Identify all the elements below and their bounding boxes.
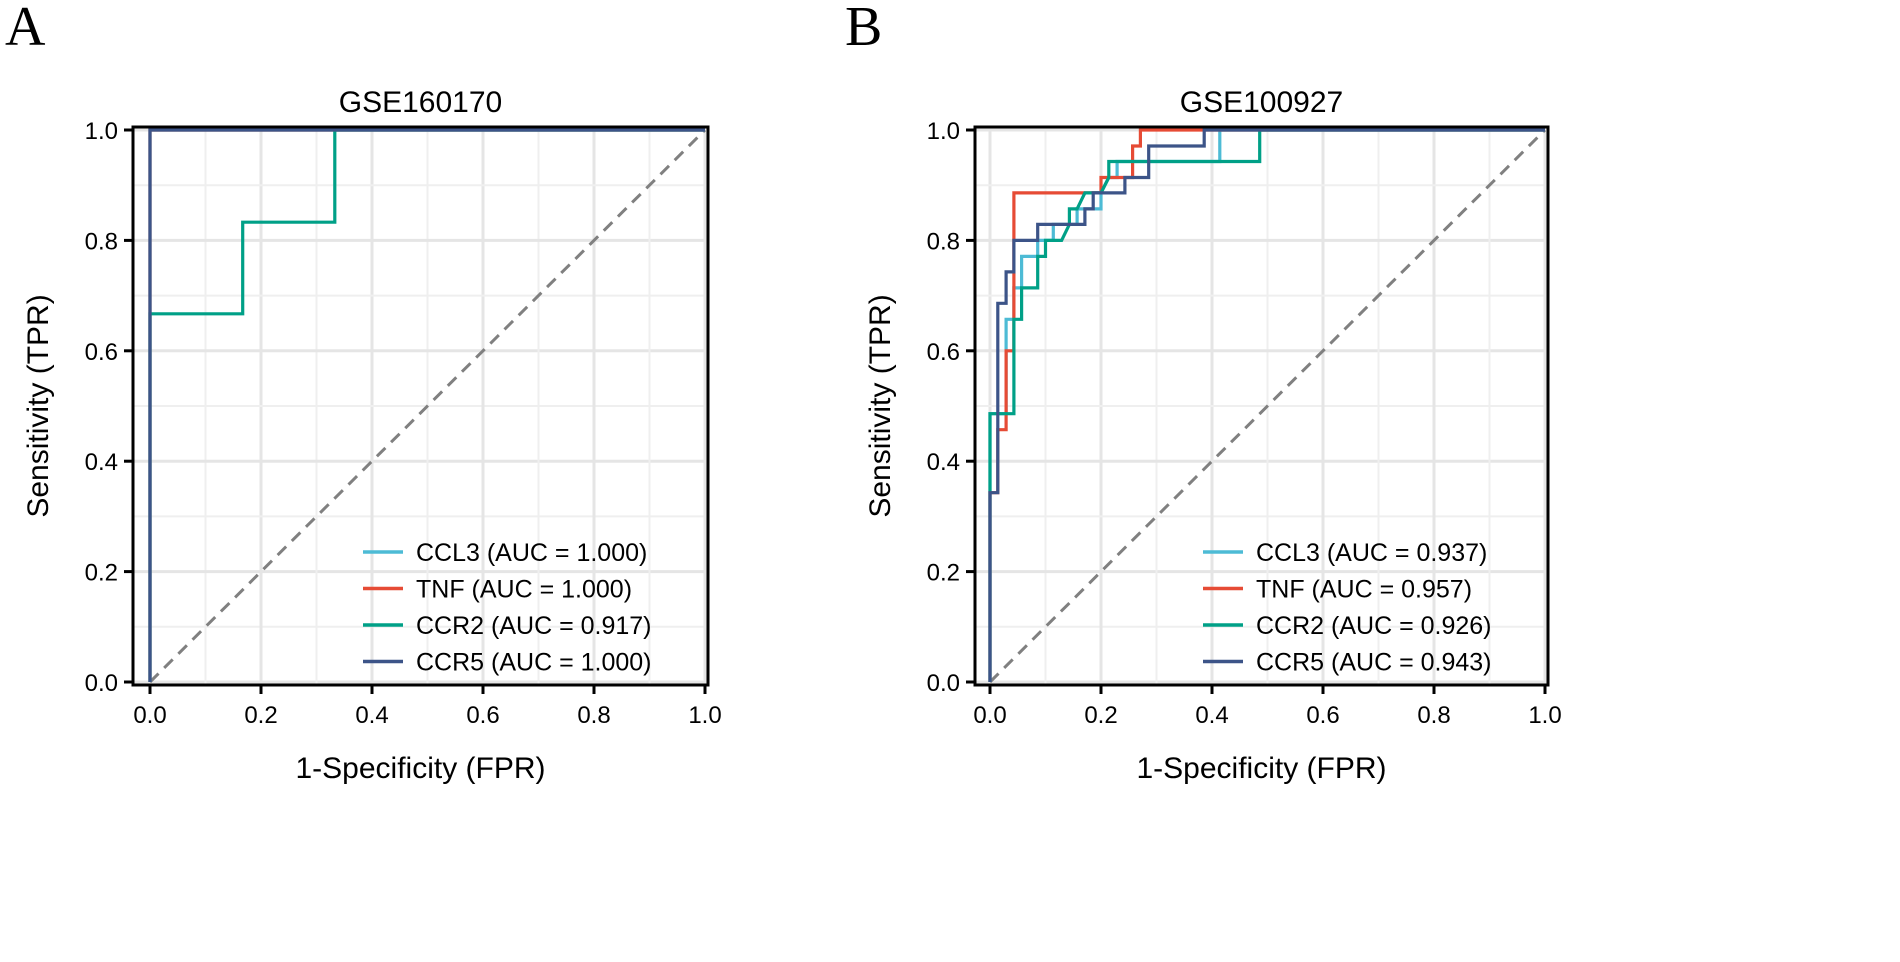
x-tick-label: 0.4 <box>355 702 388 729</box>
x-tick-label: 1.0 <box>688 702 721 729</box>
y-tick-label: 0.8 <box>927 228 960 255</box>
roc-curve-ccr5 <box>988 128 1545 682</box>
x-tick-label: 0.0 <box>973 702 1006 729</box>
panel-letter: B <box>845 0 882 58</box>
x-tick-label: 0.2 <box>244 702 277 729</box>
plot-frame <box>131 125 710 687</box>
y-tick-label: 0.6 <box>927 339 960 366</box>
y-tick-label: 0.0 <box>927 670 960 697</box>
x-axis-label: 1-Specificity (FPR) <box>295 752 545 785</box>
legend: CCL3 (AUC = 0.937) TNF (AUC = 0.957) CCR2 … <box>1203 539 1492 677</box>
y-tick-label: 0.4 <box>927 449 960 476</box>
y-tick-label: 0.4 <box>85 449 118 476</box>
x-tick-label: 0.0 <box>133 702 166 729</box>
x-tick-label: 0.6 <box>466 702 499 729</box>
chart-title: GSE100927 <box>1180 86 1343 119</box>
y-tick-label: 0.2 <box>927 560 960 587</box>
reference-diagonal <box>148 128 707 684</box>
legend-label: TNF (AUC = 0.957) <box>1256 576 1472 604</box>
roc-curve-ccl3 <box>988 128 1545 682</box>
legend-label: CCL3 (AUC = 1.000) <box>416 539 647 567</box>
legend-label: CCR2 (AUC = 0.926) <box>1256 612 1492 640</box>
legend-label: CCR2 (AUC = 0.917) <box>416 612 652 640</box>
x-axis-label: 1-Specificity (FPR) <box>1136 752 1386 785</box>
reference-diagonal <box>988 128 1547 684</box>
y-tick-label: 0.0 <box>85 670 118 697</box>
chart-title: GSE160170 <box>339 86 502 119</box>
y-tick-label: 0.2 <box>85 560 118 587</box>
y-tick-label: 0.6 <box>85 339 118 366</box>
roc-curve-ccr5 <box>148 128 705 682</box>
legend-label: TNF (AUC = 1.000) <box>416 576 632 604</box>
y-axis-label: Sensitivity (TPR) <box>22 294 55 517</box>
panel-letter: A <box>5 0 46 58</box>
y-tick-label: 1.0 <box>927 118 960 145</box>
x-tick-label: 0.6 <box>1306 702 1339 729</box>
y-axis-label: Sensitivity (TPR) <box>864 294 897 517</box>
x-tick-label: 0.2 <box>1084 702 1117 729</box>
y-tick-label: 0.8 <box>85 228 118 255</box>
x-tick-label: 0.8 <box>577 702 610 729</box>
plot-frame <box>973 125 1550 687</box>
x-tick-label: 1.0 <box>1528 702 1561 729</box>
panel-a: A GSE160170 0.0 0.0 0.2 0.2 0.4 0.4 0.6 0.6 0.8 0.8… <box>5 0 722 785</box>
x-tick-label: 0.8 <box>1417 702 1450 729</box>
legend-label: CCR5 (AUC = 0.943) <box>1256 649 1492 677</box>
y-tick-label: 1.0 <box>85 118 118 145</box>
roc-curve-ccr2 <box>988 128 1545 682</box>
legend-label: CCR5 (AUC = 1.000) <box>416 649 652 677</box>
legend: CCL3 (AUC = 1.000) TNF (AUC = 1.000) CCR2 … <box>363 539 652 677</box>
x-tick-label: 0.4 <box>1195 702 1228 729</box>
legend-label: CCL3 (AUC = 0.937) <box>1256 539 1487 567</box>
panel-b: B GSE100927 0.0 0.0 0.2 0.2 0.4 0.4 0.6 0.6 0.8 0.8… <box>845 0 1562 785</box>
